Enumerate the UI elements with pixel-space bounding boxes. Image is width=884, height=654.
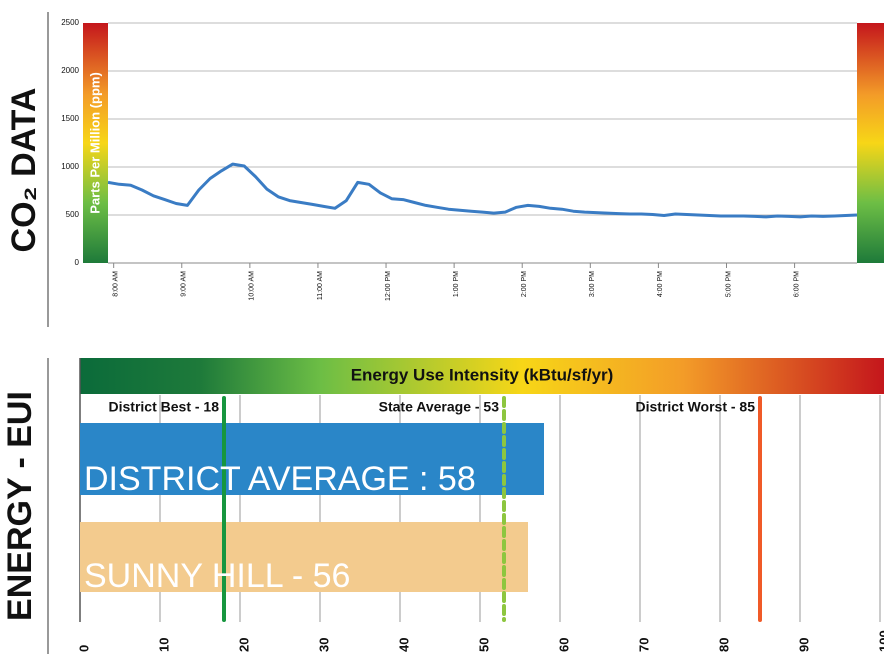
x-tick-label: 9:00 AM [181, 271, 188, 297]
x-tick-label: 60 [556, 638, 571, 652]
x-tick-label: 10 [156, 638, 171, 652]
x-tick-label: 40 [396, 638, 411, 652]
x-tick-label: 12:00 PM [385, 271, 392, 301]
data-line [107, 162, 858, 219]
x-tick-label: 10:00 AM [249, 271, 256, 301]
x-tick-label: 100 [876, 630, 884, 652]
reference-label: District Worst - 85 [635, 399, 755, 415]
y-tick-label: 2000 [61, 66, 79, 75]
reference-label: District Best - 18 [109, 399, 220, 415]
x-tick-label: 20 [236, 638, 251, 652]
x-tick-label: 4:00 PM [657, 271, 664, 297]
x-tick-label: 2:00 PM [521, 271, 528, 297]
side-label: ENERGY - EUI [1, 391, 39, 621]
x-tick-label: 5:00 PM [725, 271, 732, 297]
scale-bar [83, 23, 108, 263]
x-tick-label: 1:00 PM [453, 271, 460, 297]
x-tick-label: 6:00 PM [793, 271, 800, 297]
y-tick-label: 500 [66, 210, 80, 219]
bar-label: SUNNY HILL - 56 [84, 557, 350, 595]
bar [80, 522, 528, 592]
y-axis-label: Parts Per Million (ppm) [87, 72, 102, 214]
reference-label: State Average - 53 [379, 399, 500, 415]
x-tick-label: 80 [716, 638, 731, 652]
bar [80, 423, 544, 495]
x-tick-label: 30 [316, 638, 331, 652]
bar-label: DISTRICT AVERAGE : 58 [84, 460, 476, 498]
y-tick-label: 2500 [61, 18, 79, 27]
x-tick-label: 90 [796, 638, 811, 652]
x-tick-label: 3:00 PM [589, 271, 596, 297]
x-tick-label: 50 [476, 638, 491, 652]
scale-bar [857, 23, 884, 263]
title-band [80, 358, 884, 394]
x-tick-label: 8:00 AM [113, 271, 120, 297]
y-tick-label: 1000 [61, 162, 79, 171]
x-tick-label: 70 [636, 638, 651, 652]
y-tick-label: 1500 [61, 114, 79, 123]
side-label: CO₂ DATA [5, 88, 43, 253]
chart-title: Energy Use Intensity (kBtu/sf/yr) [351, 365, 614, 384]
y-tick-label: 0 [75, 258, 80, 267]
x-tick-label: 11:00 AM [317, 271, 324, 300]
x-tick-label: 0 [76, 645, 91, 652]
